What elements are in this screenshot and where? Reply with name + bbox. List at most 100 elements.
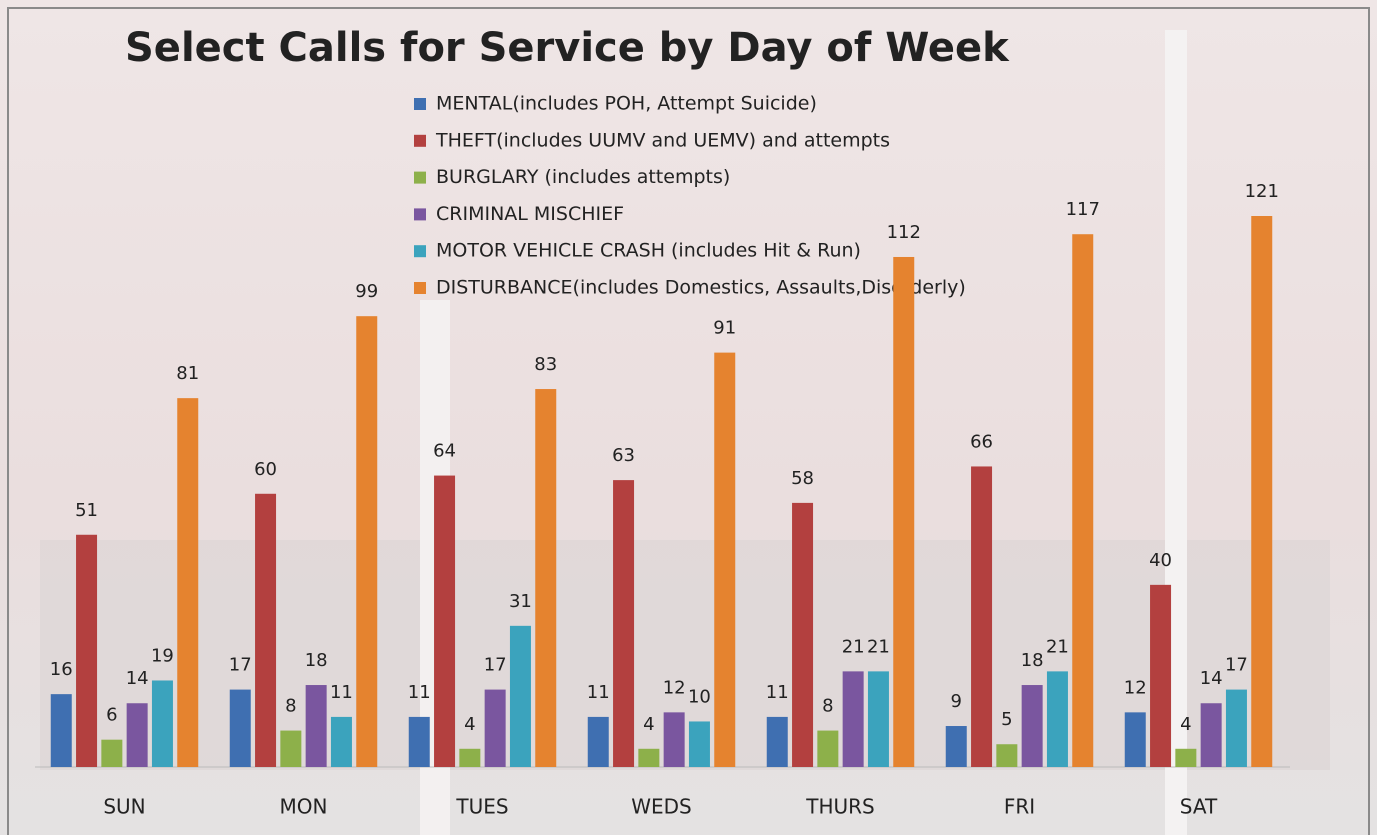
data-label: 21 (842, 636, 865, 657)
data-label: 60 (254, 459, 277, 480)
data-label: 81 (176, 363, 199, 384)
data-label: 66 (970, 431, 993, 452)
data-label: 11 (330, 682, 353, 703)
bar (230, 690, 251, 767)
data-label: 11 (766, 682, 789, 703)
bar (588, 717, 609, 767)
data-label: 58 (791, 468, 814, 489)
data-label: 83 (534, 354, 557, 375)
legend-label: BURGLARY (includes attempts) (436, 166, 730, 188)
bar (664, 712, 685, 767)
data-label: 8 (822, 696, 833, 717)
data-label: 17 (229, 655, 252, 676)
chart-title: Select Calls for Service by Day of Week (125, 25, 1010, 71)
data-label: 19 (151, 645, 174, 666)
data-label: 10 (688, 686, 711, 707)
bar (996, 744, 1017, 767)
legend-label: CRIMINAL MISCHIEF (436, 203, 624, 225)
data-label: 11 (587, 682, 610, 703)
data-label: 63 (612, 445, 635, 466)
bar (535, 389, 556, 767)
bar (177, 398, 198, 767)
x-tick-label: WEDS (631, 795, 692, 819)
legend-label: MENTAL(includes POH, Attempt Suicide) (436, 93, 817, 115)
legend-swatch (414, 135, 426, 147)
x-tick-label: MON (280, 795, 328, 819)
legend-swatch (414, 98, 426, 110)
data-label: 64 (433, 441, 456, 462)
bar (971, 466, 992, 767)
bar (1226, 690, 1247, 767)
data-label: 51 (75, 500, 98, 521)
data-label: 17 (484, 655, 507, 676)
legend-swatch (414, 208, 426, 220)
data-label: 8 (285, 696, 296, 717)
data-label: 14 (1200, 668, 1223, 689)
legend-swatch (414, 172, 426, 184)
bar (1201, 703, 1222, 767)
bar (1150, 585, 1171, 767)
legend-swatch (414, 282, 426, 294)
data-label: 18 (1021, 650, 1044, 671)
data-label: 11 (408, 682, 431, 703)
bar (485, 690, 506, 767)
chart: Select Calls for Service by Day of Week … (0, 0, 1377, 835)
bar (767, 717, 788, 767)
data-label: 112 (887, 222, 921, 243)
bar (306, 685, 327, 767)
legend-label: DISTURBANCE(includes Domestics, Assaults… (436, 277, 966, 299)
x-tick-label: THURS (805, 795, 875, 819)
bar (1072, 234, 1093, 767)
data-label: 91 (713, 318, 736, 339)
data-label: 12 (663, 677, 686, 698)
data-label: 21 (867, 636, 890, 657)
bar (127, 703, 148, 767)
x-tick-label: TUES (455, 795, 508, 819)
x-tick-label: FRI (1004, 795, 1035, 819)
bar (1251, 216, 1272, 767)
bar (1047, 671, 1068, 767)
data-label: 12 (1124, 677, 1147, 698)
bar (638, 749, 659, 767)
bar (152, 680, 173, 767)
legend-label: THEFT(includes UUMV and UEMV) and attemp… (435, 129, 890, 151)
x-tick-label: SAT (1180, 795, 1218, 819)
bar (1125, 712, 1146, 767)
data-label: 9 (951, 691, 962, 712)
bar (101, 740, 122, 767)
bar (280, 731, 301, 767)
data-label: 6 (106, 705, 117, 726)
bar (792, 503, 813, 767)
bar (714, 353, 735, 767)
data-label: 99 (355, 281, 378, 302)
data-label: 4 (1180, 714, 1191, 735)
bar (51, 694, 72, 767)
data-label: 21 (1046, 636, 1069, 657)
bar (331, 717, 352, 767)
data-label: 4 (464, 714, 475, 735)
data-label: 121 (1245, 181, 1279, 202)
x-tick-label: SUN (103, 795, 145, 819)
bar (255, 494, 276, 767)
bar (1022, 685, 1043, 767)
bar (76, 535, 97, 767)
data-label: 16 (50, 659, 73, 680)
bar (946, 726, 967, 767)
bar (356, 316, 377, 767)
bar (843, 671, 864, 767)
bar (613, 480, 634, 767)
bar (868, 671, 889, 767)
data-label: 5 (1001, 709, 1012, 730)
data-label: 31 (509, 591, 532, 612)
bar (1175, 749, 1196, 767)
legend-label: MOTOR VEHICLE CRASH (includes Hit & Run) (436, 240, 861, 262)
bar (459, 749, 480, 767)
bar (689, 721, 710, 767)
bar (893, 257, 914, 767)
bar (409, 717, 430, 767)
bar (510, 626, 531, 767)
data-label: 4 (643, 714, 654, 735)
data-label: 17 (1225, 655, 1248, 676)
data-label: 117 (1066, 199, 1100, 220)
bar (434, 476, 455, 767)
